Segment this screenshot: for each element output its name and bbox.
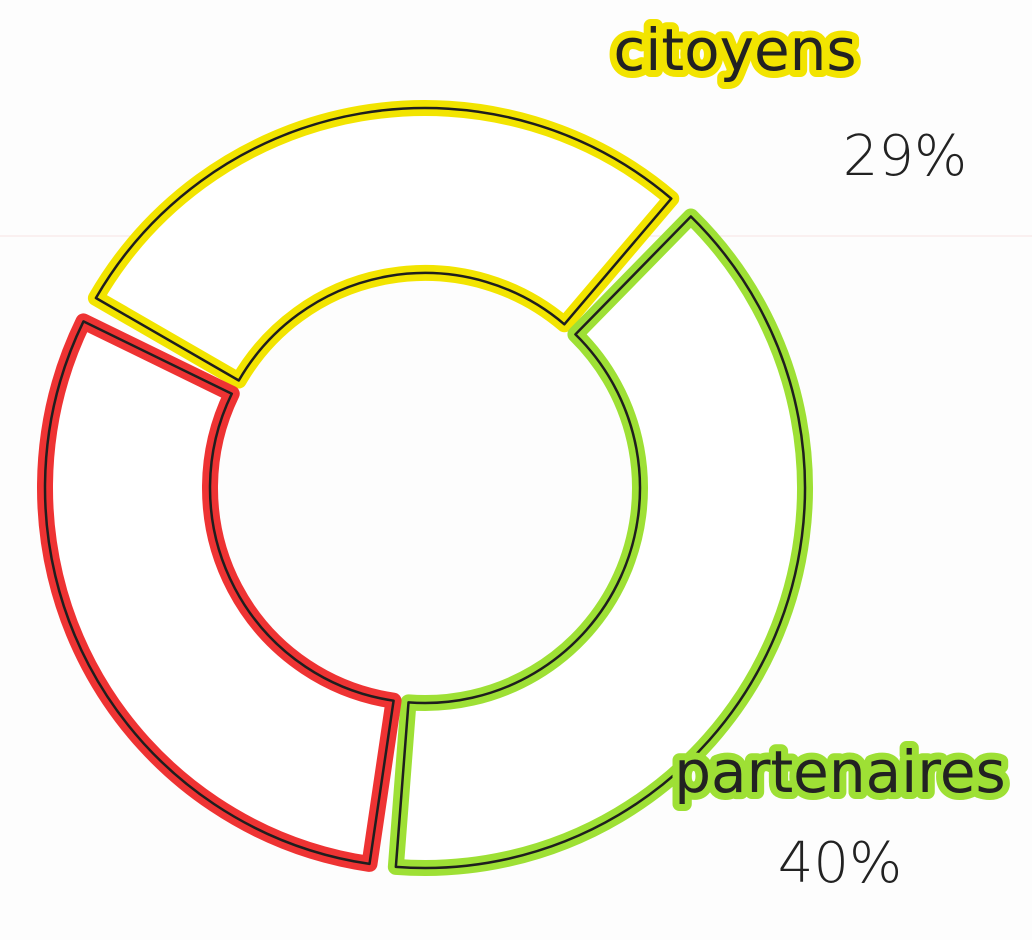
segment-outline [43,320,395,866]
segment [37,313,402,872]
value-label: 29% [843,124,967,189]
category-label: partenaires [674,738,1006,806]
segment-outline [94,106,673,382]
category-label: citoyens [613,16,856,84]
segment-fill [37,313,402,872]
segment [387,208,813,876]
value-label: 40% [778,831,902,896]
segment-outline [394,215,807,870]
segment [87,100,680,389]
